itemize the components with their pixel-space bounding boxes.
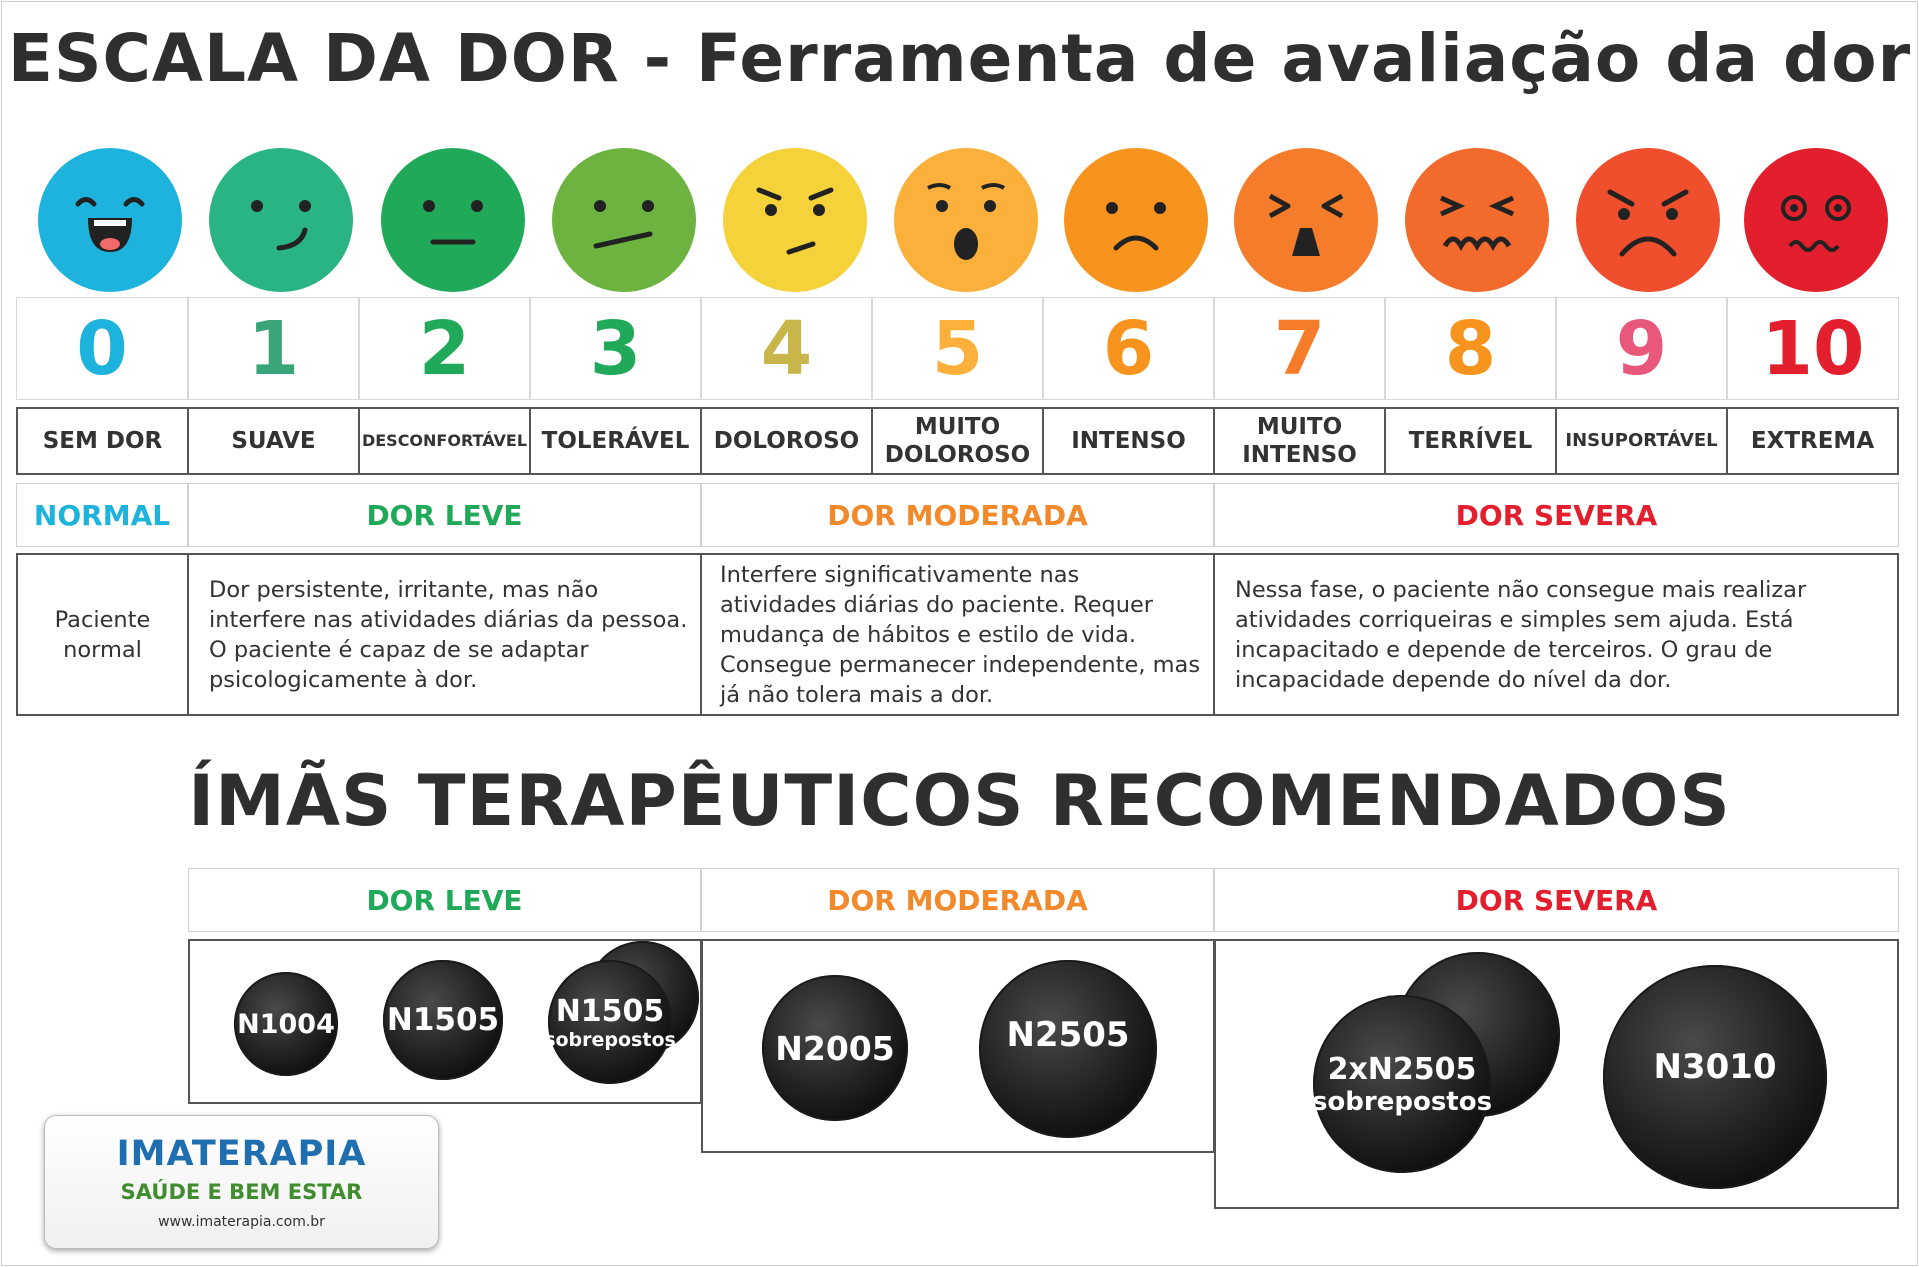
slight-smile-face-icon xyxy=(209,148,353,292)
laughing-face-icon xyxy=(38,148,182,292)
shocked-face-icon xyxy=(894,148,1038,292)
description-dor-moderada: Interfere significativamente nas ativida… xyxy=(700,553,1215,716)
scale-number-0: 0 xyxy=(16,297,188,400)
scale-number-1: 1 xyxy=(188,297,359,400)
scale-label-7: MUITO INTENSO xyxy=(1213,407,1386,475)
magnet-n2505: N2505 xyxy=(979,960,1157,1138)
scale-number-5: 5 xyxy=(872,297,1043,400)
category-dor-leve: DOR LEVE xyxy=(188,483,701,547)
frowning-face-icon xyxy=(1064,148,1208,292)
magnet-n1505-sobrepostos: N1505 sobrepostos xyxy=(544,960,676,1084)
magnet-n3010: N3010 xyxy=(1603,965,1827,1189)
description-normal: Paciente normal xyxy=(16,553,189,716)
magnets-title: ÍMÃS TERAPÊUTICOS RECOMENDADOS xyxy=(188,760,1731,842)
scale-label-2: DESCONFORTÁVEL xyxy=(358,407,531,475)
dizzy-face-icon xyxy=(1744,148,1888,292)
magnet-2xn2505-sobrepostos: 2xN2505 sobrepostos xyxy=(1312,995,1492,1173)
scale-label-10: EXTREMA xyxy=(1726,407,1899,475)
neutral-face-icon xyxy=(381,148,525,292)
grimacing-face-icon xyxy=(1405,148,1549,292)
angry-face-icon xyxy=(1576,148,1720,292)
description-dor-leve: Dor persistente, irritante, mas não inte… xyxy=(187,553,702,716)
category-dor-severa: DOR SEVERA xyxy=(1214,483,1899,547)
scale-number-4: 4 xyxy=(701,297,872,400)
anguished-face-icon xyxy=(1234,148,1378,292)
logo-url[interactable]: www.imaterapia.com.br xyxy=(158,1214,325,1230)
magnet-n1505: N1505 xyxy=(383,960,503,1080)
scale-label-8: TERRÍVEL xyxy=(1384,407,1557,475)
scale-number-2: 2 xyxy=(359,297,530,400)
imaterapia-logo[interactable]: IMATERAPIA SAÚDE E BEM ESTAR www.imatera… xyxy=(44,1115,439,1249)
magnet-n2005: N2005 xyxy=(762,975,908,1121)
logo-name: IMATERAPIA xyxy=(116,1134,367,1174)
scale-number-8: 8 xyxy=(1385,297,1556,400)
magnet-group-dor-severa-title: DOR SEVERA xyxy=(1214,868,1899,932)
category-normal: NORMAL xyxy=(16,483,188,547)
magnet-group-dor-leve-title: DOR LEVE xyxy=(188,868,701,932)
scale-label-3: TOLERÁVEL xyxy=(529,407,702,475)
category-dor-moderada: DOR MODERADA xyxy=(701,483,1214,547)
magnet-group-dor-moderada-title: DOR MODERADA xyxy=(701,868,1214,932)
page-title: ESCALA DA DOR - Ferramenta de avaliação … xyxy=(7,20,1912,97)
scale-number-6: 6 xyxy=(1043,297,1214,400)
scale-label-6: INTENSO xyxy=(1042,407,1215,475)
scale-label-5: MUITO DOLOROSO xyxy=(871,407,1044,475)
uneasy-face-icon xyxy=(552,148,696,292)
scale-number-9: 9 xyxy=(1556,297,1727,400)
scale-number-10: 10 xyxy=(1727,297,1899,400)
magnet-box-dor-severa xyxy=(1214,939,1899,1209)
scale-label-9: INSUPORTÁVEL xyxy=(1555,407,1728,475)
scale-label-4: DOLOROSO xyxy=(700,407,873,475)
magnet-n1004: N1004 xyxy=(234,972,338,1076)
scale-label-1: SUAVE xyxy=(187,407,360,475)
logo-tagline: SAÚDE E BEM ESTAR xyxy=(120,1180,363,1204)
description-dor-severa: Nessa fase, o paciente não consegue mais… xyxy=(1213,553,1899,716)
scale-label-0: SEM DOR xyxy=(16,407,189,475)
annoyed-face-icon xyxy=(723,148,867,292)
scale-number-7: 7 xyxy=(1214,297,1385,400)
scale-number-3: 3 xyxy=(530,297,701,400)
